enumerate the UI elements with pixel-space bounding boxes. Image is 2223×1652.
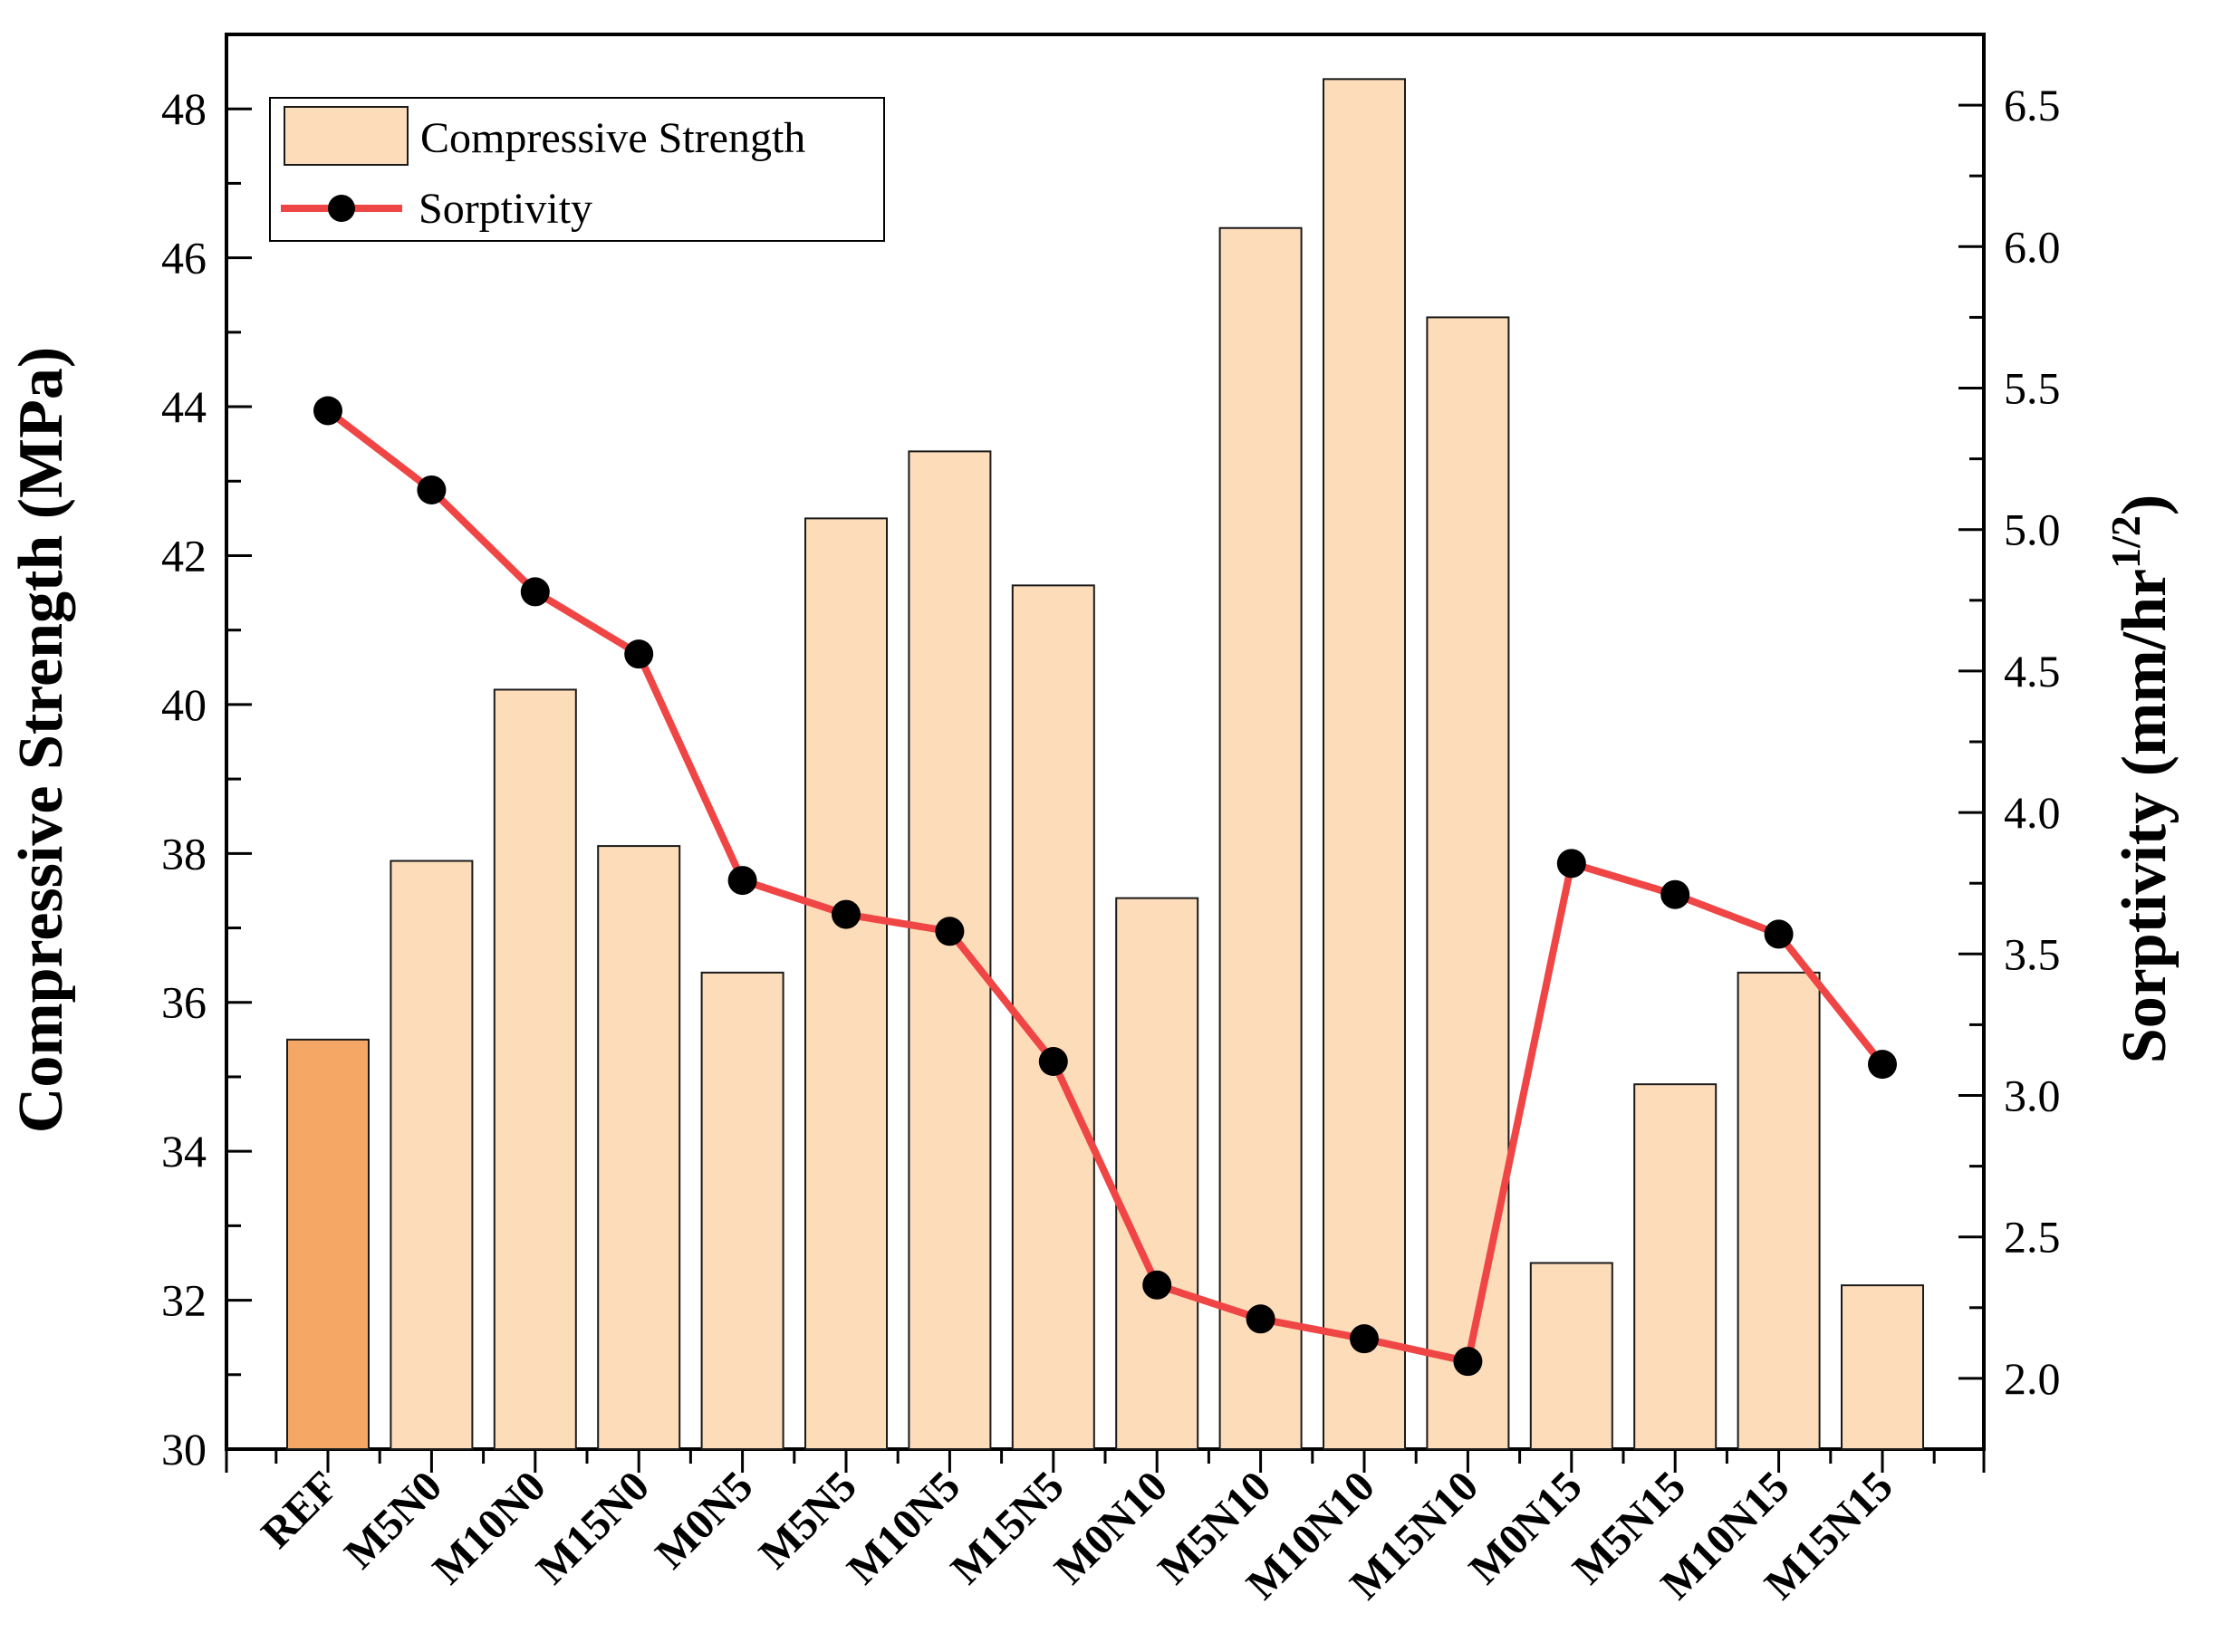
legend-bar-label: Compressive Strength bbox=[420, 114, 805, 162]
y2-tick-label: 6.0 bbox=[2004, 221, 2061, 272]
y2-tick-label: 3.0 bbox=[2004, 1071, 2061, 1121]
sorptivity-point-ref bbox=[313, 396, 342, 426]
sorptivity-point-m10n10 bbox=[1350, 1324, 1379, 1354]
y2-tick-label: 4.5 bbox=[2004, 646, 2061, 696]
y-tick-label: 42 bbox=[161, 530, 207, 581]
bar-m10n0 bbox=[493, 688, 577, 1450]
y-tick-label: 34 bbox=[161, 1126, 207, 1177]
sorptivity-point-m15n0 bbox=[624, 639, 654, 669]
category-label-m15n5: M15N5 bbox=[942, 1462, 1073, 1593]
sorptivity-point-m5n5 bbox=[832, 899, 861, 929]
axes-layer bbox=[225, 33, 1986, 1473]
legend-bar-swatch bbox=[284, 106, 409, 166]
plot-frame bbox=[225, 33, 1986, 1451]
bar-m15n5 bbox=[1011, 584, 1095, 1450]
bar-m5n0 bbox=[390, 860, 474, 1450]
sorptivity-point-m10n5 bbox=[935, 917, 965, 946]
y-tick-label: 40 bbox=[161, 679, 207, 730]
legend-box bbox=[269, 97, 885, 242]
legend-marker-swatch bbox=[328, 195, 355, 222]
category-label-m10n0: M10N0 bbox=[424, 1462, 555, 1593]
category-label-m15n0: M15N0 bbox=[527, 1462, 659, 1593]
y-tick-label: 36 bbox=[161, 977, 207, 1028]
category-label-m10n5: M10N5 bbox=[838, 1462, 969, 1593]
y-axis-title: Compressive Strength (MPa) bbox=[6, 347, 76, 1133]
sorptivity-point-m0n10 bbox=[1142, 1270, 1172, 1300]
bar-m5n10 bbox=[1218, 226, 1303, 1451]
sorptivity-point-m0n5 bbox=[727, 866, 757, 896]
category-label-m0n10: M0N10 bbox=[1045, 1462, 1177, 1593]
sorptivity-point-m15n10 bbox=[1453, 1347, 1483, 1377]
legend-line-label: Sorptivity bbox=[419, 185, 592, 233]
y2-tick-label: 5.0 bbox=[2004, 504, 2061, 555]
sorptivity-point-m10n0 bbox=[520, 577, 550, 607]
bar-m0n15 bbox=[1529, 1262, 1613, 1450]
y2-tick-label: 2.5 bbox=[2004, 1212, 2061, 1263]
bar-m5n5 bbox=[804, 517, 888, 1450]
category-label-m0n5: M0N5 bbox=[646, 1462, 762, 1578]
legend: Compressive Strength Sorptivity bbox=[269, 97, 885, 242]
bar-m15n15 bbox=[1841, 1284, 1924, 1450]
bar-m15n0 bbox=[597, 845, 681, 1450]
bar-m0n10 bbox=[1115, 897, 1199, 1450]
sorptivity-point-m5n15 bbox=[1660, 879, 1690, 909]
y-tick-label: 44 bbox=[161, 381, 207, 432]
sorptivity-point-m10n15 bbox=[1764, 919, 1794, 949]
y-tick-label: 30 bbox=[161, 1424, 207, 1474]
sorptivity-line bbox=[325, 408, 1886, 1366]
bar-ref bbox=[286, 1038, 370, 1451]
category-label-ref: REF bbox=[252, 1462, 347, 1557]
bar-m10n5 bbox=[908, 450, 992, 1451]
bars-layer bbox=[286, 78, 1924, 1451]
y2-axis-title: Sorptivity (mm/hr1/2) bbox=[2103, 495, 2180, 1063]
sorptivity-point-m5n10 bbox=[1246, 1304, 1275, 1334]
y2-tick-label: 6.5 bbox=[2004, 80, 2061, 130]
y-tick-label: 48 bbox=[161, 83, 207, 134]
sorptivity-line-layer bbox=[313, 396, 1897, 1377]
sorptivity-point-m5n0 bbox=[417, 475, 447, 504]
sorptivity-point-m15n5 bbox=[1038, 1047, 1068, 1077]
y2-tick-label: 4.0 bbox=[2004, 787, 2061, 838]
y-tick-label: 46 bbox=[161, 233, 207, 283]
bar-m15n10 bbox=[1426, 316, 1510, 1450]
bar-m10n15 bbox=[1737, 971, 1821, 1450]
category-label-m0n15: M0N15 bbox=[1460, 1462, 1592, 1593]
bar-m5n15 bbox=[1633, 1083, 1718, 1451]
bar-m0n5 bbox=[700, 971, 784, 1450]
sorptivity-point-m0n15 bbox=[1556, 849, 1586, 879]
y2-tick-label: 5.5 bbox=[2004, 363, 2061, 414]
y2-tick-label: 2.0 bbox=[2004, 1353, 2061, 1404]
sorptivity-point-m15n15 bbox=[1868, 1050, 1897, 1080]
y-tick-label: 38 bbox=[161, 828, 207, 879]
y-tick-label: 32 bbox=[161, 1275, 207, 1326]
bar-m10n10 bbox=[1323, 78, 1406, 1451]
y2-tick-label: 3.5 bbox=[2004, 928, 2061, 979]
